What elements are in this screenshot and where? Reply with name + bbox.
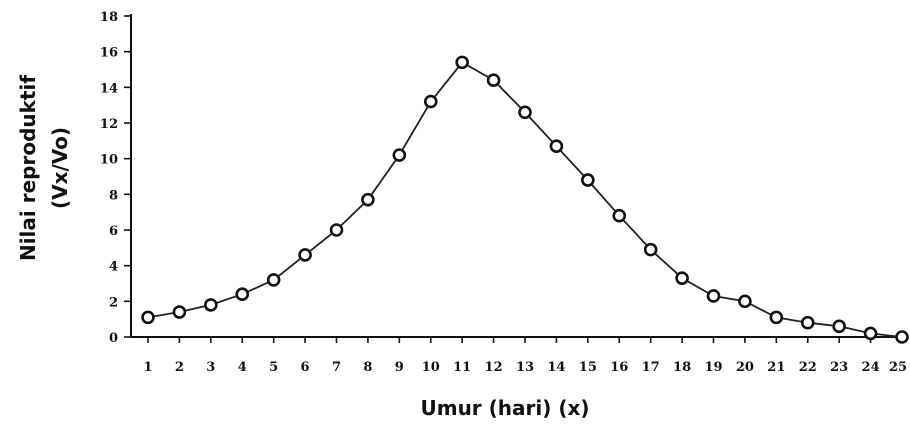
y-axis-title-line-2: (Vx/Vo) [48, 127, 72, 209]
x-tick-label: 15 [579, 360, 597, 375]
data-point-x13 [518, 105, 532, 120]
x-tick-label: 20 [736, 360, 754, 375]
x-tick-label: 7 [332, 360, 341, 375]
x-tick-label: 16 [610, 360, 628, 375]
y-tick-label: 6 [109, 224, 118, 239]
x-tick-label: 12 [485, 360, 503, 375]
y-tick-label: 12 [100, 117, 118, 132]
data-point-x1 [141, 310, 155, 325]
data-point-x21 [769, 310, 784, 325]
data-point-x16 [612, 208, 627, 223]
x-tick-label: 6 [301, 360, 310, 375]
x-tick-label: 19 [704, 360, 722, 375]
data-point-x10 [423, 94, 438, 109]
x-tick-label: 11 [453, 360, 471, 375]
x-tick-label: 17 [642, 360, 660, 375]
x-tick-label: 13 [516, 360, 534, 375]
y-tick-label: 18 [100, 10, 118, 25]
x-tick-label: 22 [799, 360, 817, 375]
x-tick-label: 10 [422, 360, 440, 375]
x-tick-label: 23 [830, 360, 848, 375]
x-tick-label: 14 [547, 360, 565, 375]
data-point-x20 [738, 294, 752, 309]
data-point-x2 [172, 305, 187, 319]
x-tick-label: 9 [395, 360, 404, 375]
data-point-x6 [298, 248, 312, 262]
data-point-x18 [675, 271, 689, 285]
x-tick-label: 2 [175, 360, 184, 375]
x-tick-label: 21 [767, 360, 785, 375]
y-tick-label: 8 [109, 188, 118, 203]
data-point-x11 [455, 55, 469, 70]
data-point-x3 [204, 298, 218, 312]
data-point-x23 [832, 319, 846, 334]
y-tick-label: 0 [109, 331, 118, 346]
x-tick-label: 4 [238, 360, 247, 375]
data-point-x17 [643, 242, 658, 257]
data-point-x22 [800, 315, 815, 330]
x-axis-title: Umur (hari) (x) [420, 396, 589, 420]
x-tick-label: 3 [206, 360, 215, 375]
y-axis-title-line-1: Nilai reproduktif [16, 75, 40, 261]
data-point-x25 [895, 330, 909, 344]
x-tick-label: 25 [889, 360, 907, 375]
y-tick-label: 10 [100, 153, 118, 168]
x-tick-label: 1 [143, 360, 152, 375]
y-tick-label: 16 [100, 46, 118, 61]
x-tick-label: 5 [269, 360, 278, 375]
data-point-x19 [706, 289, 721, 303]
data-points [141, 55, 909, 344]
data-point-x14 [549, 139, 564, 153]
y-tick-label: 4 [109, 260, 118, 275]
y-axis-title: Nilai reproduktif (Vx/Vo) [16, 75, 72, 261]
y-axis-ticks: 0 2 4 6 8 10 12 14 16 18 [100, 10, 131, 346]
series-line [147, 61, 903, 338]
data-point-x15 [581, 173, 595, 187]
x-tick-label: 18 [673, 360, 691, 375]
x-tick-label: 8 [363, 360, 372, 375]
data-point-x4 [235, 287, 250, 302]
x-tick-label: 24 [862, 360, 880, 375]
data-point-x8 [361, 192, 375, 207]
data-point-x5 [266, 273, 281, 287]
data-point-x7 [329, 223, 344, 237]
data-point-x12 [486, 73, 501, 87]
data-point-x24 [863, 326, 878, 341]
x-axis-ticks: 1 2 3 4 5 6 7 8 9 10 11 12 13 14 15 16 17 18 19 20 21 22 23 24 2… [143, 337, 907, 375]
y-tick-label: 14 [100, 81, 118, 96]
y-tick-label: 2 [109, 295, 118, 310]
data-point-x9 [392, 148, 407, 162]
